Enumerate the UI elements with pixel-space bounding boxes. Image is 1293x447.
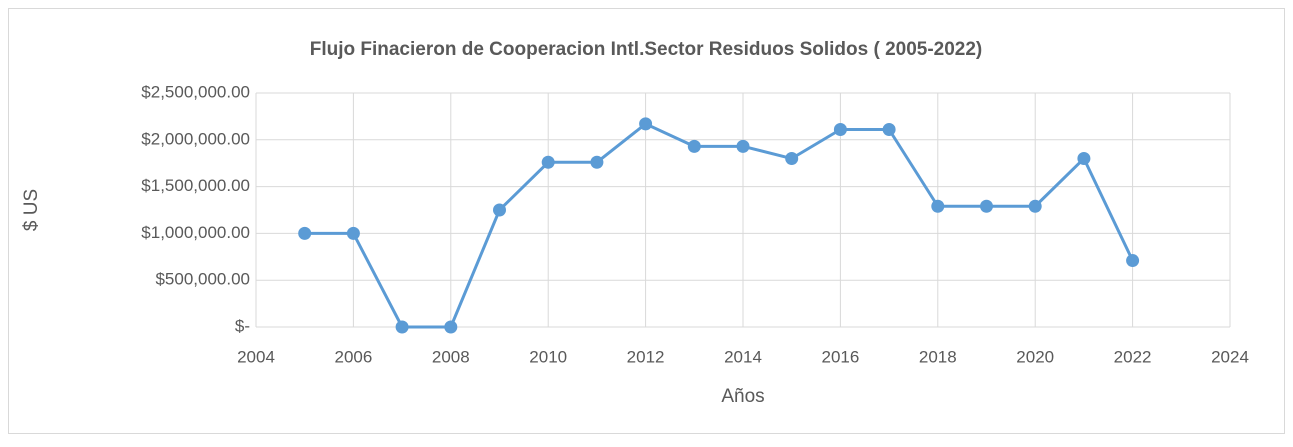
marker <box>590 155 604 169</box>
marker <box>346 226 360 240</box>
y-tick-label: $- <box>235 316 250 335</box>
marker <box>395 320 409 334</box>
marker <box>1126 254 1140 268</box>
x-tick-label: 2010 <box>529 347 567 366</box>
y-tick-label: $500,000.00 <box>155 270 250 289</box>
x-tick-label: 2020 <box>1016 347 1054 366</box>
marker <box>687 139 701 153</box>
y-axis-title: $ US <box>21 189 42 231</box>
marker <box>1028 199 1042 213</box>
x-axis-title: Años <box>721 386 764 407</box>
x-tick-label: 2014 <box>724 347 762 366</box>
marker <box>785 152 799 166</box>
x-tick-label: 2004 <box>237 347 275 366</box>
line <box>304 122 1134 329</box>
marker <box>1077 152 1091 166</box>
y-tick-label: $1,000,000.00 <box>141 223 250 242</box>
x-tick-label: 2018 <box>919 347 957 366</box>
chart-title: Flujo Finacieron de Cooperacion Intl.Sec… <box>310 39 983 60</box>
y-tick-label: $2,000,000.00 <box>141 129 250 148</box>
x-tick-label: 2012 <box>627 347 665 366</box>
marker <box>736 139 750 153</box>
marker <box>931 199 945 213</box>
chart-border <box>8 8 1285 434</box>
y-tick-label: $2,500,000.00 <box>141 82 250 101</box>
marker <box>639 117 653 131</box>
marker <box>980 199 993 213</box>
y-tick-label: $1,500,000.00 <box>141 176 250 195</box>
marker <box>833 123 847 137</box>
x-tick-label: 2008 <box>432 347 470 366</box>
marker <box>444 320 458 334</box>
x-tick-label: 2006 <box>334 347 372 366</box>
x-tick-label: 2016 <box>821 347 859 366</box>
x-tick-label: 2024 <box>1211 347 1249 366</box>
marker <box>493 203 506 217</box>
x-tick-label: 2022 <box>1114 347 1152 366</box>
marker <box>882 123 896 137</box>
marker <box>541 155 555 169</box>
marker <box>298 226 312 240</box>
